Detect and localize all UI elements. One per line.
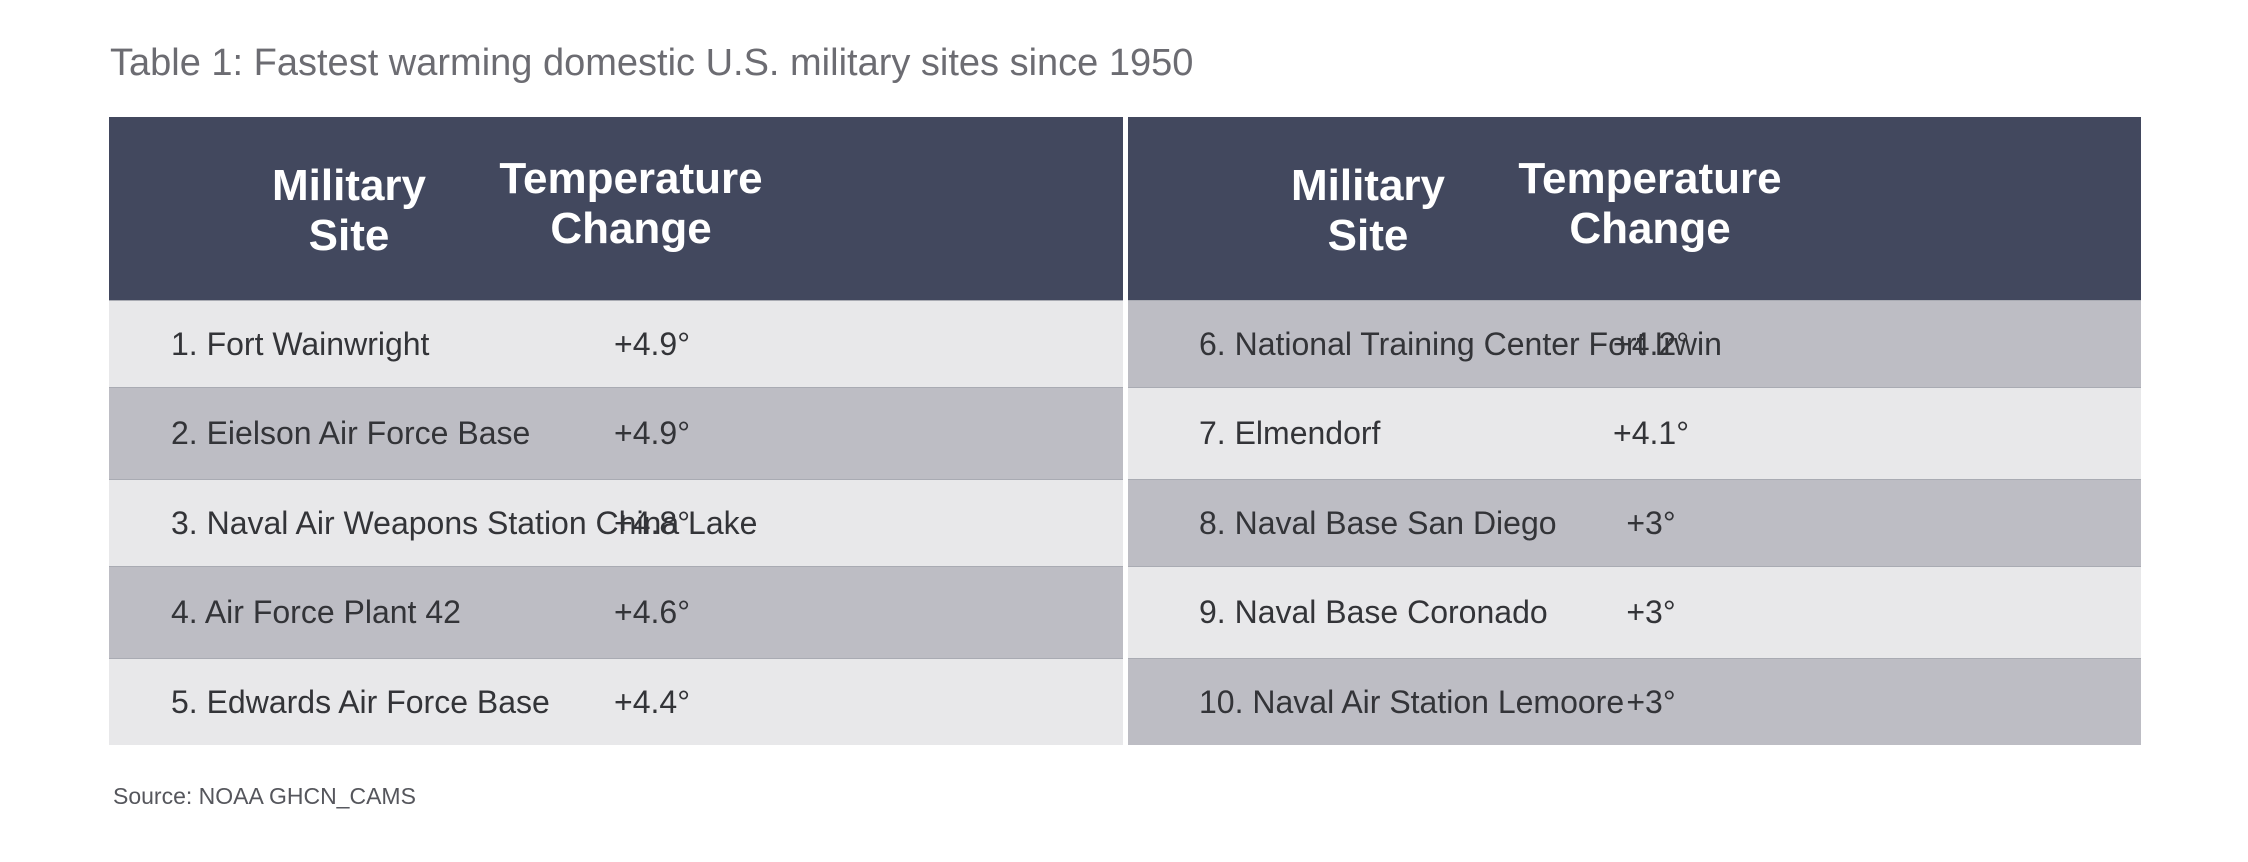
header-military-site: Military Site xyxy=(1188,161,1548,261)
header-temperature-change: Temperature Change xyxy=(1470,154,1830,254)
header-site-line2: Site xyxy=(1327,211,1409,260)
header-site-line2: Site xyxy=(308,211,390,260)
temperature-cell: +3° xyxy=(1626,594,1676,630)
site-cell: 4. Air Force Plant 42 xyxy=(171,594,461,630)
temperature-cell: +4.9° xyxy=(614,325,690,362)
site-cell: 8. Naval Base San Diego xyxy=(1199,504,1557,541)
site-cell: 2. Eielson Air Force Base xyxy=(171,415,531,451)
table-right-panel: Military Site Temperature Change 6. Nati… xyxy=(1128,117,2141,745)
table-header: Military Site Temperature Change xyxy=(109,117,1123,300)
temperature-cell: +4.8° xyxy=(614,504,690,541)
table-row: 4. Air Force Plant 42 +4.6° xyxy=(109,566,1123,658)
table-row: 2. Eielson Air Force Base +4.9° xyxy=(109,387,1123,479)
table-row: 5. Edwards Air Force Base +4.4° xyxy=(109,658,1123,745)
table-left-panel: Military Site Temperature Change 1. Fort… xyxy=(109,117,1123,745)
source-note: Source: NOAA GHCN_CAMS xyxy=(113,783,416,809)
temperature-cell: +4.2° xyxy=(1613,325,1689,362)
table-row: 8. Naval Base San Diego +3° xyxy=(1128,479,2141,566)
site-cell: 1. Fort Wainwright xyxy=(171,325,430,362)
header-temperature-change: Temperature Change xyxy=(451,154,811,254)
table-row: 6. National Training Center Fort Irwin +… xyxy=(1128,300,2141,387)
table-header: Military Site Temperature Change xyxy=(1128,117,2141,300)
site-cell: 6. National Training Center Fort Irwin xyxy=(1199,325,1722,362)
table-row: 10. Naval Air Station Lemoore +3° xyxy=(1128,658,2141,745)
temperature-cell: +3° xyxy=(1626,683,1676,720)
site-cell: 10. Naval Air Station Lemoore xyxy=(1199,683,1625,720)
site-cell: 7. Elmendorf xyxy=(1199,415,1381,451)
site-cell: 9. Naval Base Coronado xyxy=(1199,594,1548,630)
table-row: 9. Naval Base Coronado +3° xyxy=(1128,566,2141,658)
table-title: Table 1: Fastest warming domestic U.S. m… xyxy=(110,42,1194,84)
temperature-cell: +4.6° xyxy=(614,594,690,630)
header-site-line1: Military xyxy=(271,161,427,210)
temperature-cell: +4.4° xyxy=(614,683,690,720)
site-cell: 3. Naval Air Weapons Station China Lake xyxy=(171,504,758,541)
header-site-line1: Military xyxy=(1290,161,1446,210)
temperature-cell: +3° xyxy=(1626,504,1676,541)
temperature-cell: +4.9° xyxy=(614,415,690,451)
table-row: 7. Elmendorf +4.1° xyxy=(1128,387,2141,479)
header-temp-line2: Change xyxy=(1569,204,1731,253)
temperature-cell: +4.1° xyxy=(1613,415,1689,451)
header-temp-line1: Temperature xyxy=(1518,154,1782,203)
header-temp-line2: Change xyxy=(550,204,712,253)
header-military-site: Military Site xyxy=(169,161,529,261)
header-temp-line1: Temperature xyxy=(499,154,763,203)
table-row: 1. Fort Wainwright +4.9° xyxy=(109,300,1123,387)
table-row: 3. Naval Air Weapons Station China Lake … xyxy=(109,479,1123,566)
site-cell: 5. Edwards Air Force Base xyxy=(171,683,550,720)
